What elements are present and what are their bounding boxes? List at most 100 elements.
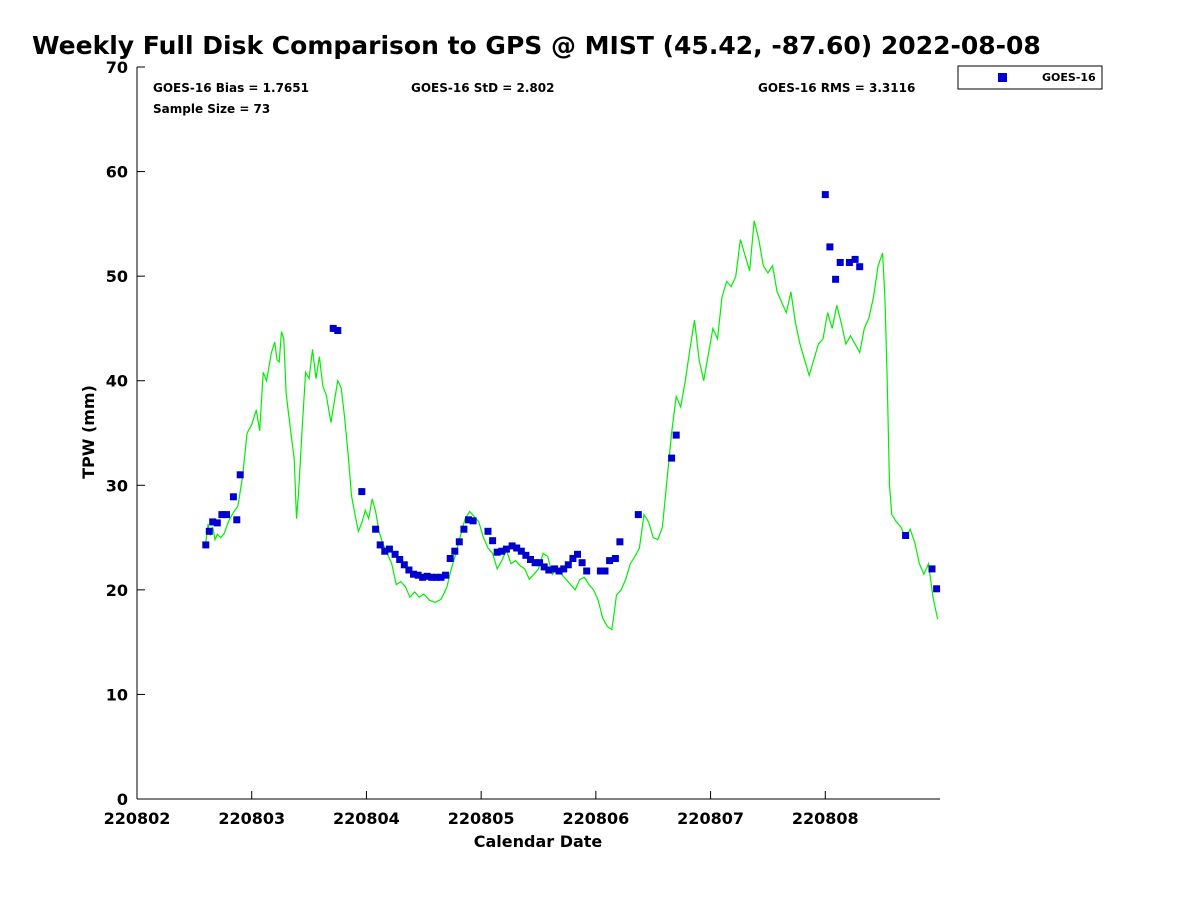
goes16-point [578, 559, 586, 567]
plot-background [137, 67, 940, 799]
rms-stat: GOES-16 RMS = 3.3116 [758, 81, 915, 95]
goes16-point [372, 525, 380, 533]
goes16-point [229, 493, 237, 501]
goes16-point [396, 556, 404, 563]
y-tick-label: 10 [106, 685, 128, 704]
goes16-point [836, 259, 844, 266]
goes16-point [502, 545, 510, 553]
goes16-point [446, 555, 454, 562]
chart-title: Weekly Full Disk Comparison to GPS @ MIS… [32, 31, 1041, 60]
y-axis-label: TPW (mm) [79, 385, 98, 479]
sample-size-stat: Sample Size = 73 [153, 102, 270, 116]
x-axis-label: Calendar Date [474, 832, 603, 851]
axes [136, 67, 940, 800]
y-tick-label: 30 [106, 476, 128, 495]
goes16-series [202, 191, 941, 593]
goes16-point [555, 567, 563, 575]
goes16-point [202, 541, 210, 549]
goes16-point [223, 511, 230, 519]
goes16-point [414, 571, 422, 579]
goes16-point [574, 550, 581, 558]
goes16-point [391, 550, 399, 558]
goes16-point [551, 565, 559, 573]
goes16-point [334, 327, 342, 334]
x-tick-label: 220805 [448, 809, 515, 828]
goes16-point [498, 547, 506, 555]
plot-area [137, 67, 941, 799]
goes16-point [560, 565, 568, 573]
x-tick-label: 220802 [104, 809, 171, 828]
y-tick-label: 20 [106, 581, 128, 600]
goes16-point [489, 537, 497, 545]
gps-series [205, 220, 939, 631]
goes16-point [460, 525, 468, 533]
goes16-point [213, 519, 221, 527]
goes16-point [484, 527, 492, 535]
goes16-point [385, 545, 393, 553]
y-tick-label: 50 [106, 267, 128, 286]
goes16-point [668, 454, 676, 462]
goes16-point [531, 559, 539, 567]
goes16-point [902, 532, 910, 539]
legend-marker-goes16 [998, 73, 1007, 82]
goes16-point [405, 566, 413, 574]
x-tick-label: 220803 [218, 809, 285, 828]
goes16-point [513, 544, 521, 552]
goes16-point [832, 275, 840, 283]
goes16-point [423, 572, 431, 580]
y-ticks: 0 10 20 30 40 50 60 70 [106, 58, 145, 809]
goes16-point [851, 255, 859, 263]
y-tick-label: 60 [106, 163, 128, 182]
x-tick-label: 220806 [562, 809, 629, 828]
y-tick-label: 70 [106, 58, 128, 77]
goes16-point [442, 571, 450, 579]
goes16-point [233, 516, 241, 524]
goes16-point [821, 191, 829, 199]
goes16-point [606, 557, 614, 565]
goes16-point [419, 573, 427, 581]
goes16-point [437, 573, 445, 581]
goes16-point [564, 561, 572, 569]
goes16-point [522, 551, 530, 559]
goes16-point [465, 516, 472, 524]
gps-line [205, 220, 939, 631]
goes16-point [218, 511, 226, 519]
goes16-point [469, 517, 477, 525]
goes16-point [611, 555, 619, 562]
goes16-point [616, 538, 624, 546]
std-stat: GOES-16 StD = 2.802 [411, 81, 554, 95]
goes16-point [527, 556, 534, 563]
goes16-point [634, 511, 642, 519]
goes16-point [400, 561, 408, 569]
goes16-point [432, 573, 440, 581]
goes16-point [601, 567, 609, 575]
y-tick-label: 40 [106, 372, 128, 391]
goes16-point [826, 243, 834, 251]
goes16-point [545, 566, 553, 574]
goes16-point [569, 555, 577, 562]
legend: GOES-16 [957, 65, 1103, 90]
goes16-point [536, 559, 544, 567]
goes16-point [845, 259, 853, 266]
goes16-point [410, 570, 417, 578]
legend-label-goes16: GOES-16 [1042, 71, 1096, 84]
goes16-point [933, 585, 941, 593]
goes16-point [928, 565, 936, 573]
goes16-point [596, 567, 604, 575]
goes16-point [381, 547, 389, 555]
x-tick-label: 220807 [677, 809, 744, 828]
x-tick-label: 220808 [792, 809, 859, 828]
goes16-point [540, 563, 548, 571]
goes16-point [376, 541, 384, 549]
goes16-point [583, 567, 591, 575]
goes16-point [428, 573, 436, 581]
goes16-point [493, 548, 501, 556]
goes16-point [856, 263, 864, 271]
goes16-point [455, 538, 463, 546]
legend-box [957, 65, 1103, 90]
goes16-point [451, 547, 459, 555]
goes16-point [209, 518, 217, 526]
x-ticks: 220802 220803 220804 220805 220806 220807 2208… [104, 791, 859, 828]
goes16-point [517, 547, 525, 555]
